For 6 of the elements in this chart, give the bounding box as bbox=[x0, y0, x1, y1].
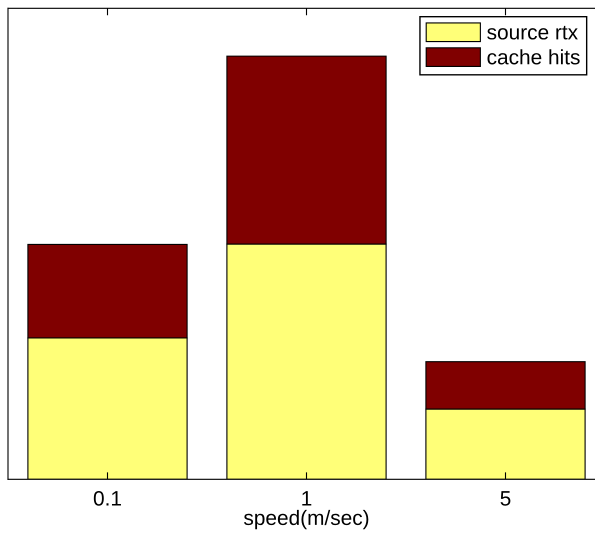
legend-label: source rtx bbox=[487, 26, 578, 40]
x-tick-label: 0.1 bbox=[94, 490, 121, 506]
legend-label: cache hits bbox=[488, 49, 580, 64]
x-tick-label: 1 bbox=[302, 491, 312, 506]
x-axis-title: speed(m/sec) bbox=[244, 510, 368, 530]
x-tick-label: 5 bbox=[500, 491, 510, 506]
